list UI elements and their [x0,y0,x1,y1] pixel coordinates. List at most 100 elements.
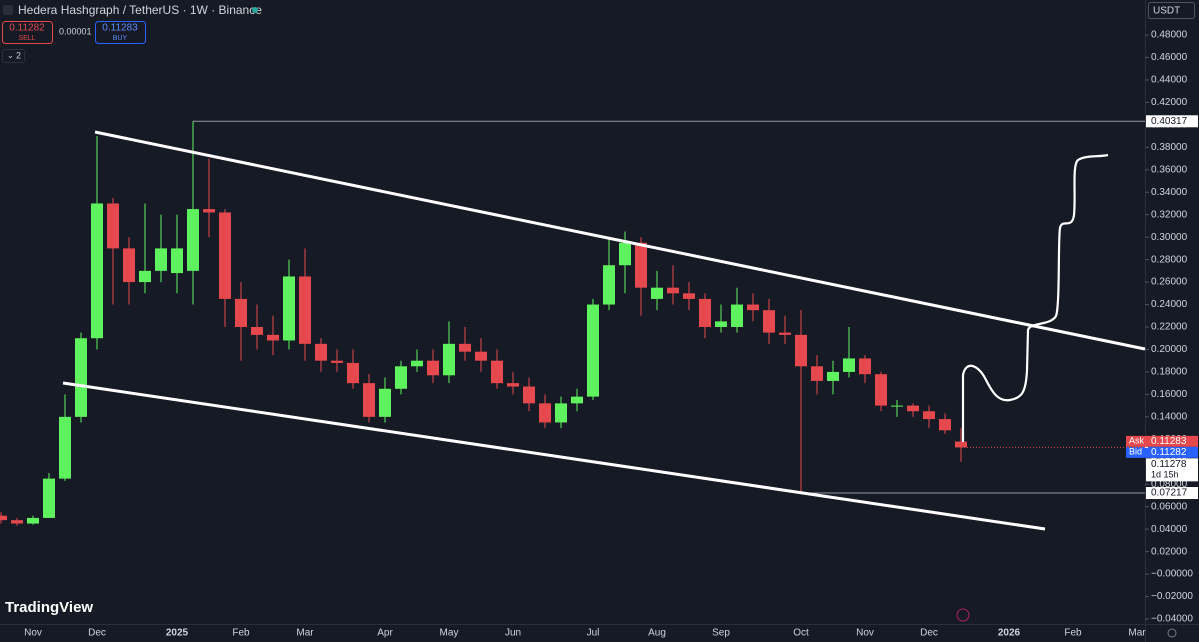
candle-body [811,366,823,381]
bid-box [1126,446,1198,458]
y-tick-label: 0.24000 [1151,299,1188,310]
candle-body [619,242,631,266]
candle-body [187,209,199,271]
candle-body [907,405,919,412]
lightning-icon[interactable] [956,608,970,622]
last-value: 0.11278 [1151,459,1187,470]
x-tick-label: Apr [377,628,393,639]
y-tick-label: −0.04000 [1151,614,1193,625]
y-tick-label: 0.34000 [1151,187,1188,198]
candle-body [11,520,23,524]
currency: USDT [1153,6,1180,17]
candle-body [539,403,551,423]
trendline [94,130,1146,351]
y-tick-label: −0.02000 [1151,591,1193,602]
candle-body [427,360,439,376]
y-tick-label: 0.28000 [1151,254,1188,265]
indicator-toggle[interactable] [2,49,25,63]
candle-body [651,287,663,299]
level-label: 0.40317 [1151,116,1188,127]
x-tick-label: Mar [1128,628,1146,639]
y-tick-label: 0.42000 [1151,97,1188,108]
spread: 0.00001 [59,26,92,36]
y-tick-label: 0.36000 [1151,164,1188,175]
candle-body [603,265,615,305]
y-tick-label: 0.16000 [1151,389,1188,400]
last-box [1146,458,1198,482]
candle-body [107,203,119,249]
candle-body [923,411,935,420]
candle-body [283,276,295,341]
x-tick-label: Dec [88,628,106,639]
ask-value: 0.11283 [1151,436,1187,447]
candle-body [635,242,647,288]
candle-body [587,304,599,397]
x-tick-label: Dec [920,628,938,639]
y-tick-label: 0.14000 [1151,411,1188,422]
ask-box [1126,435,1198,447]
candle-body [571,396,583,404]
candle-body [91,203,103,339]
y-tick-label: 0.30000 [1151,232,1188,243]
candle-body [27,517,39,524]
candle-body [475,351,487,361]
candle-body [443,343,455,376]
candle-body [683,293,695,299]
y-tick-label: 0.22000 [1151,322,1188,333]
candle-body [315,343,327,361]
currency-box[interactable] [1148,2,1195,19]
candle-body [459,343,471,352]
symbol-icon [3,5,13,15]
candle-body [491,360,503,384]
buy-price: 0.11283 [102,23,138,34]
y-tick-label: 0.18000 [1151,367,1188,378]
y-tick-label: 0.38000 [1151,142,1188,153]
candle-body [795,334,807,367]
sell-button[interactable] [2,21,53,44]
candle-body [251,327,263,335]
candle-body [939,419,951,431]
candle-body [507,383,519,387]
bid-value: 0.11282 [1151,447,1187,458]
x-tick-label: Mar [296,628,314,639]
candle-body [299,276,311,344]
candles [0,120,1145,526]
candle-body [155,248,167,271]
y-tick-label: 0.02000 [1151,546,1188,557]
y-tick-label: 0.08000 [1151,479,1188,490]
candle-body [843,358,855,372]
indicator-count: 2 [16,50,21,60]
candle-body [891,405,903,407]
candle-body [267,334,279,341]
candle-body [859,358,871,375]
candle-body [715,321,727,327]
x-tick-label: Nov [856,628,874,639]
candle-body [411,360,423,367]
settings-icon[interactable] [1167,628,1177,638]
y-tick-label: 0.48000 [1151,30,1188,41]
buy-label: BUY [113,35,128,42]
trendline [62,381,1046,531]
candle-body [59,416,71,479]
y-tick-label: 0.46000 [1151,52,1188,63]
candle-body [43,478,55,518]
status-dot [252,7,258,13]
y-tick-label: 0.04000 [1151,524,1188,535]
candle-body [955,441,967,448]
y-tick-label: 0.20000 [1151,344,1188,355]
y-tick-label: 0.44000 [1151,75,1188,86]
candle-body [235,298,247,327]
buy-button[interactable] [95,21,146,44]
candle-body [875,374,887,406]
candle-body [763,310,775,333]
candle-body [827,371,839,381]
candle-body [0,515,7,521]
x-tick-label: 2026 [998,628,1021,639]
x-tick-label: May [440,628,459,639]
x-tick-label: 2025 [166,628,189,639]
candle-body [331,360,343,363]
candle-body [347,362,359,384]
y-tick-label: 0.32000 [1151,209,1188,220]
symbol-title: Hedera Hashgraph / TetherUS · 1W · Binan… [18,3,262,17]
